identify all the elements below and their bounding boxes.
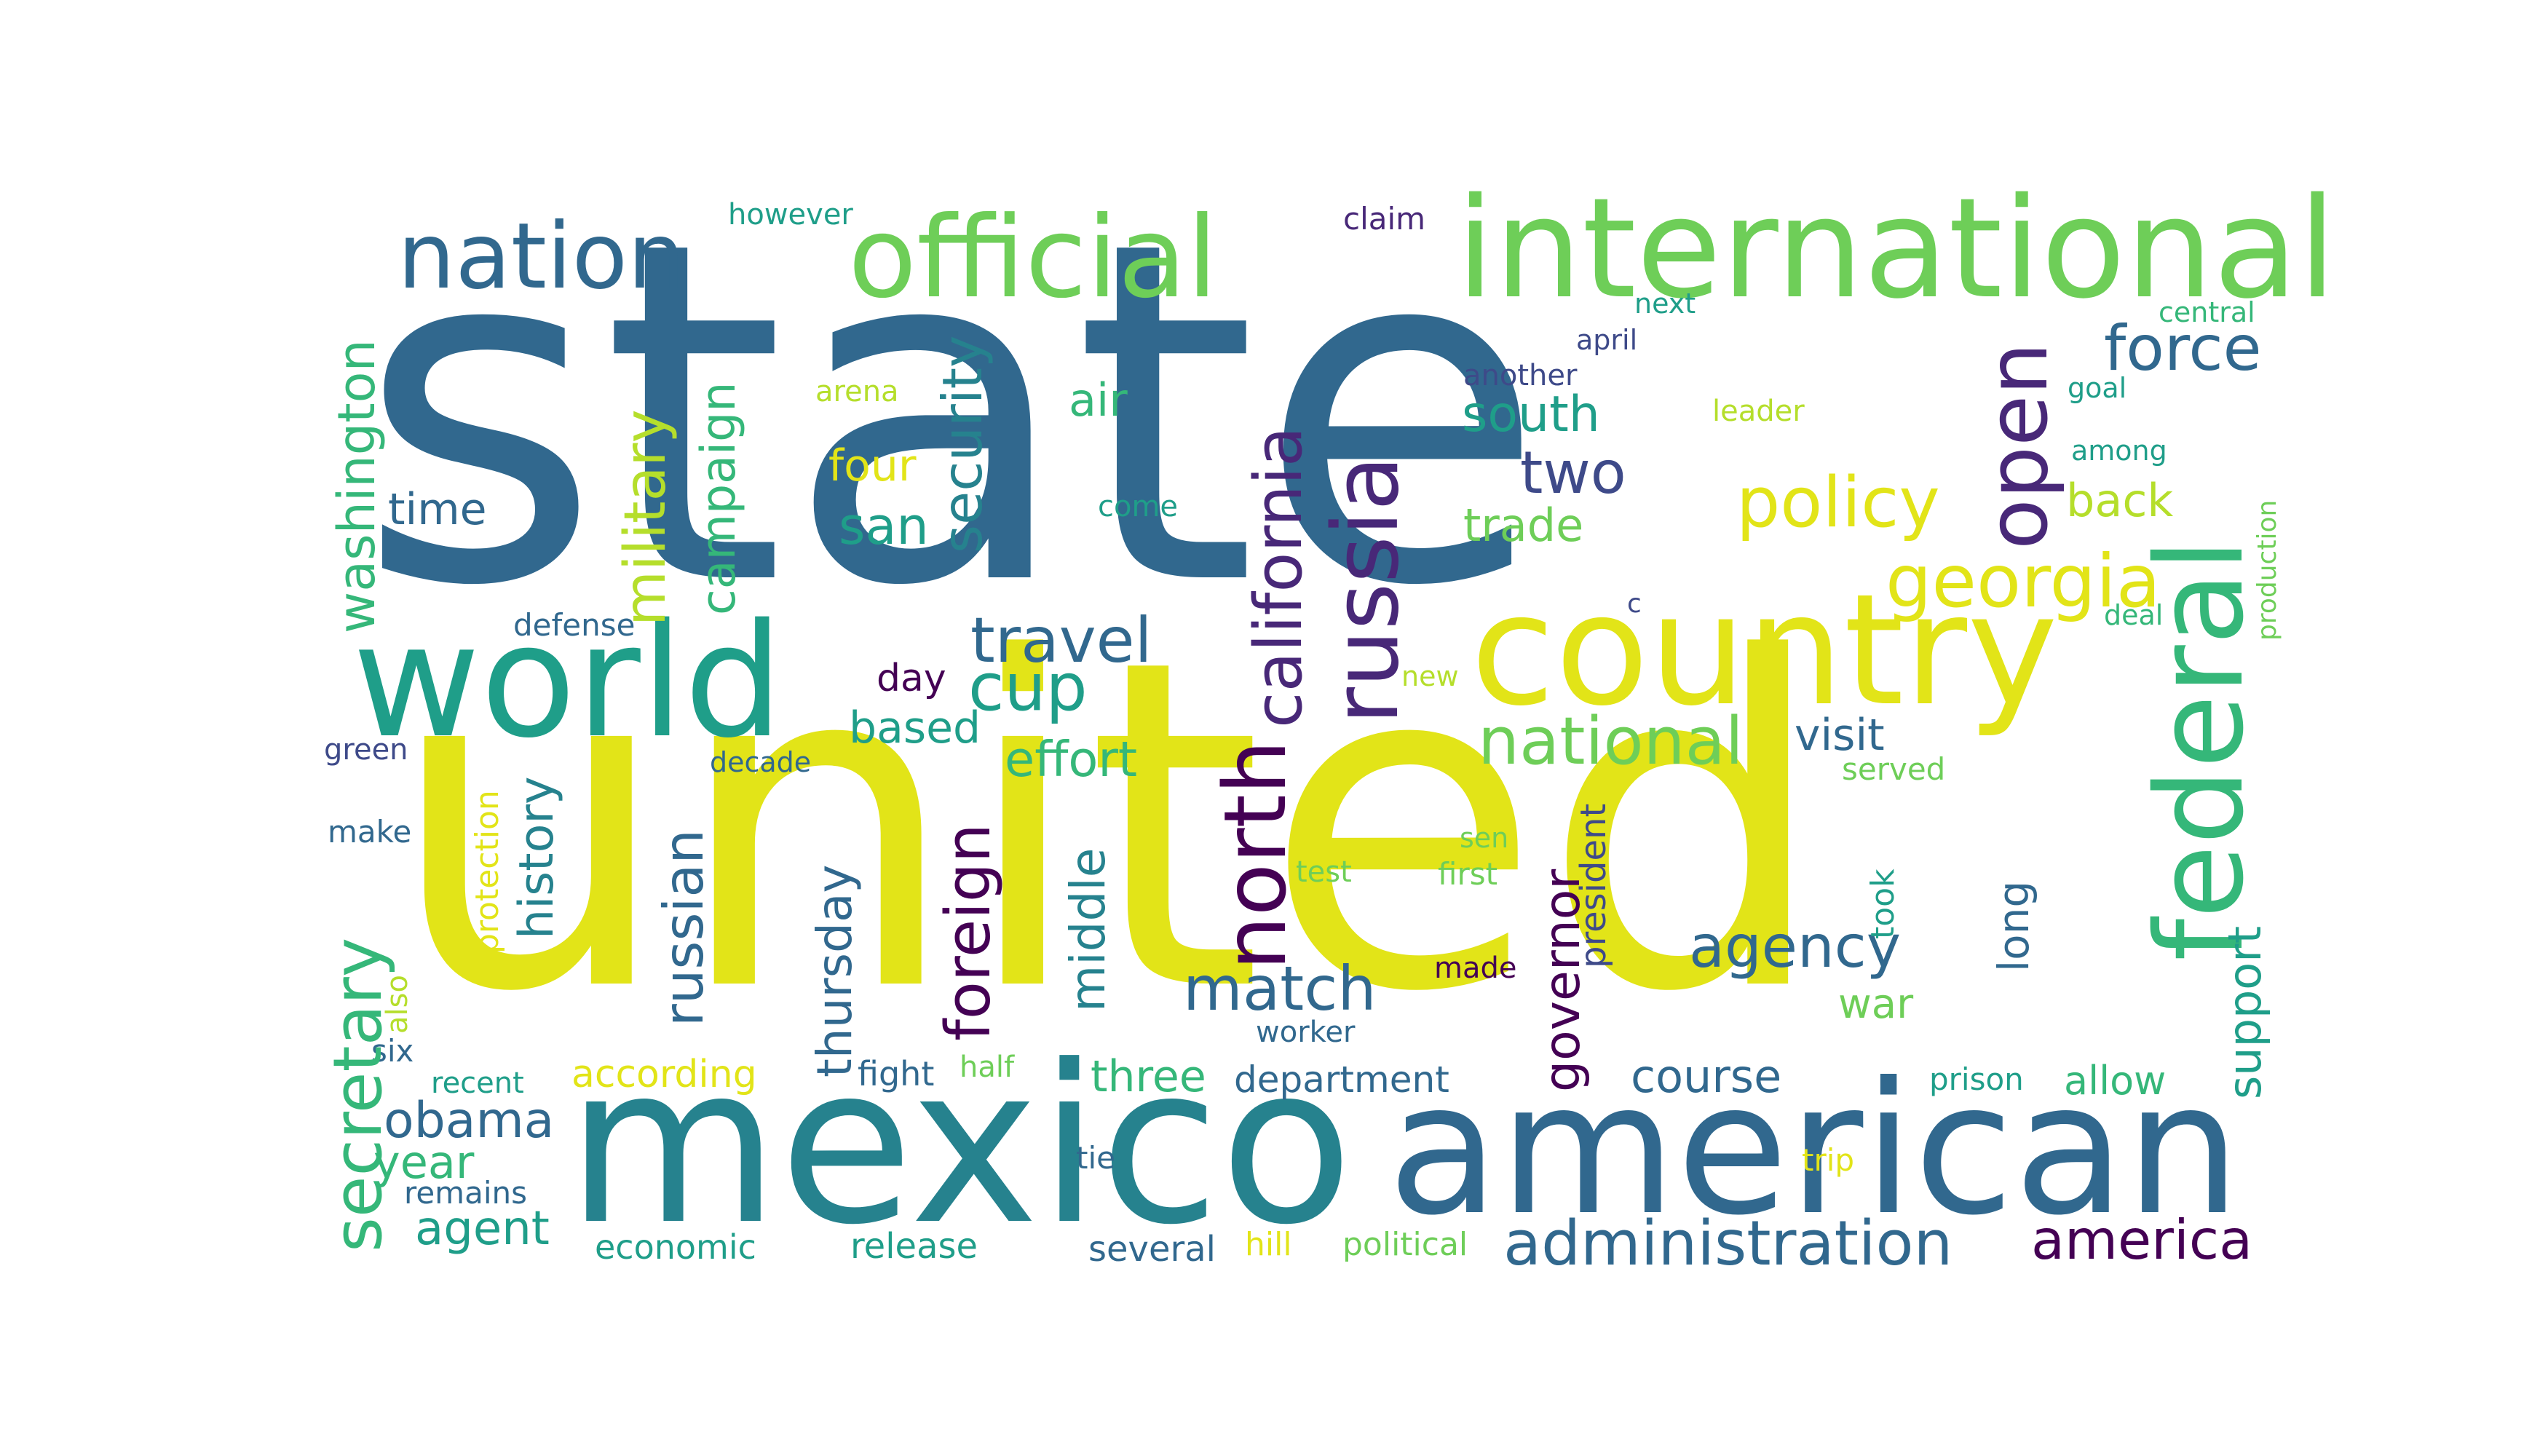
word-fight: fight <box>858 1054 935 1093</box>
word-obama: obama <box>384 1092 555 1150</box>
word-production: production <box>2252 499 2282 641</box>
word-history: history <box>510 776 564 939</box>
word-north: north <box>1205 740 1305 970</box>
word-among: among <box>2071 435 2167 467</box>
word-travel: travel <box>970 604 1152 677</box>
word-leader: leader <box>1712 395 1805 428</box>
word-defense: defense <box>513 607 636 643</box>
word-visit: visit <box>1795 710 1885 761</box>
word-political: political <box>1342 1226 1468 1263</box>
word-country: country <box>1471 561 2058 740</box>
word-campaign: campaign <box>692 381 746 616</box>
word-green: green <box>324 733 408 767</box>
word-air: air <box>1069 373 1128 427</box>
word-however: however <box>728 198 853 232</box>
word-force: force <box>2104 312 2262 385</box>
word-half: half <box>960 1051 1015 1084</box>
word-day: day <box>877 657 946 700</box>
word-policy: policy <box>1736 463 1940 543</box>
word-back: back <box>2066 474 2174 527</box>
word-time: time <box>388 484 487 535</box>
word-according: according <box>571 1053 757 1096</box>
word-served: served <box>1842 751 1946 787</box>
word-release: release <box>850 1226 978 1267</box>
word-california: california <box>1241 426 1317 728</box>
word-president: president <box>1573 803 1614 968</box>
word-hill: hill <box>1245 1226 1292 1263</box>
word-russia: russia <box>1314 455 1419 724</box>
word-agency: agency <box>1689 913 1902 981</box>
word-decade: decade <box>710 746 812 778</box>
word-support: support <box>2218 925 2271 1099</box>
word-middle: middle <box>1060 847 1116 1012</box>
word-long: long <box>1989 880 2038 972</box>
word-foreign: foreign <box>933 823 1005 1041</box>
word-four: four <box>828 440 917 491</box>
word-american: american <box>1388 1043 2241 1255</box>
word-allow: allow <box>2064 1058 2167 1104</box>
word-also: also <box>381 975 414 1034</box>
word-department: department <box>1234 1059 1449 1101</box>
word-national: national <box>1478 703 1744 780</box>
word-another: another <box>1463 359 1578 392</box>
word-next: next <box>1634 288 1696 320</box>
word-worker: worker <box>1256 1016 1356 1049</box>
word-official: official <box>848 193 1218 323</box>
word-prison: prison <box>1929 1061 2024 1097</box>
word-south: south <box>1462 386 1600 443</box>
word-security: security <box>930 335 994 553</box>
word-c: c <box>1627 589 1642 619</box>
word-several: several <box>1088 1229 1216 1270</box>
word-georgia: georgia <box>1886 539 2161 624</box>
word-claim: claim <box>1343 201 1426 237</box>
word-world: world <box>352 590 783 772</box>
word-deal: deal <box>2104 599 2164 631</box>
word-economic: economic <box>595 1227 756 1267</box>
word-trade: trade <box>1463 499 1584 552</box>
word-year: year <box>373 1136 475 1189</box>
word-washington: washington <box>327 339 387 633</box>
word-took: took <box>1864 869 1902 939</box>
word-six: six <box>371 1033 414 1069</box>
word-military: military <box>613 409 678 626</box>
word-america: america <box>2031 1208 2253 1272</box>
word-nation: nation <box>397 204 686 309</box>
word-central: central <box>2159 296 2255 328</box>
word-made: made <box>1434 951 1517 985</box>
word-administration: administration <box>1503 1208 1953 1280</box>
word-cup: cup <box>968 649 1088 726</box>
word-two: two <box>1520 439 1626 507</box>
word-russian: russian <box>652 829 716 1026</box>
word-recent: recent <box>431 1067 524 1100</box>
word-april: april <box>1576 324 1638 356</box>
word-make: make <box>328 814 412 850</box>
word-protection: protection <box>469 790 506 954</box>
word-goal: goal <box>2068 372 2127 404</box>
word-war: war <box>1838 981 1914 1028</box>
word-sen: sen <box>1460 822 1509 854</box>
word-open: open <box>1969 342 2066 550</box>
word-new: new <box>1401 660 1459 692</box>
word-effort: effort <box>1005 731 1138 788</box>
word-course: course <box>1631 1050 1782 1103</box>
word-agent: agent <box>415 1202 550 1256</box>
word-three: three <box>1091 1051 1206 1102</box>
word-thursday: thursday <box>807 864 863 1077</box>
word-tie: tie <box>1076 1140 1115 1176</box>
word-remains: remains <box>404 1175 528 1211</box>
word-united: united <box>386 563 1829 1091</box>
word-come: come <box>1098 490 1179 523</box>
word-san: san <box>839 496 929 556</box>
word-international: international <box>1456 168 2337 329</box>
word-trip: trip <box>1802 1142 1855 1178</box>
word-test: test <box>1296 855 1352 889</box>
word-first: first <box>1438 856 1498 892</box>
word-match: match <box>1183 953 1377 1024</box>
word-state: state <box>357 142 1546 689</box>
word-based: based <box>849 703 981 753</box>
word-mexico: mexico <box>566 1018 1353 1273</box>
word-arena: arena <box>815 375 899 408</box>
